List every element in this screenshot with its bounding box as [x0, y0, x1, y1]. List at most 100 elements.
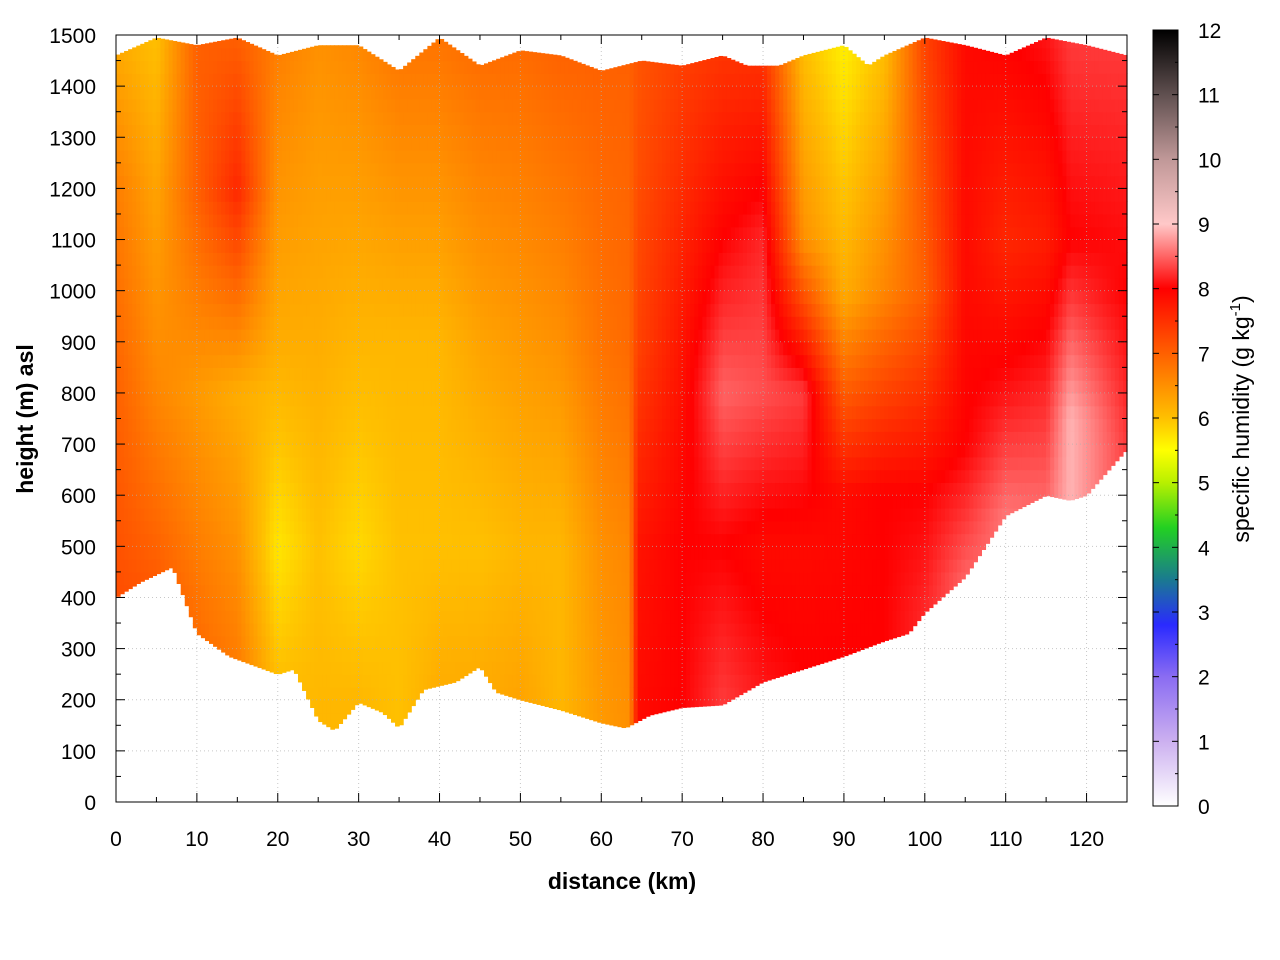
humidity-cell	[233, 175, 238, 189]
humidity-cell	[407, 635, 412, 650]
humidity-cell	[289, 392, 295, 407]
humidity-cell	[128, 49, 133, 62]
humidity-cell	[209, 213, 214, 228]
humidity-cell	[346, 520, 352, 535]
humidity-cell	[160, 367, 166, 381]
humidity-cell	[479, 431, 485, 445]
humidity-cell	[156, 482, 162, 496]
humidity-cell	[196, 571, 202, 586]
humidity-cell	[140, 43, 145, 49]
humidity-cell	[152, 111, 158, 126]
humidity-cell	[492, 533, 497, 547]
humidity-cell	[285, 137, 291, 151]
humidity-cell	[419, 533, 424, 547]
humidity-cell	[492, 226, 497, 241]
humidity-cell	[439, 469, 445, 484]
humidity-cell	[346, 380, 352, 394]
humidity-cell	[302, 635, 307, 650]
humidity-cell	[431, 316, 437, 330]
humidity-cell	[342, 392, 348, 407]
humidity-cell	[366, 213, 372, 228]
humidity-cell	[386, 597, 392, 611]
humidity-cell	[386, 137, 392, 151]
humidity-cell	[156, 265, 162, 279]
humidity-cell	[245, 456, 251, 471]
humidity-cell	[200, 380, 206, 394]
humidity-cell	[350, 239, 356, 253]
humidity-cell	[285, 533, 291, 547]
humidity-cell	[160, 175, 166, 189]
humidity-cell	[124, 354, 129, 368]
humidity-cell	[261, 610, 267, 624]
humidity-cell	[512, 584, 517, 599]
humidity-cell	[399, 648, 404, 662]
humidity-cell	[249, 303, 255, 317]
humidity-cell	[116, 559, 121, 573]
humidity-cell	[217, 188, 222, 202]
humidity-cell	[289, 213, 295, 228]
humidity-cell	[265, 213, 271, 228]
humidity-cell	[176, 41, 182, 49]
humidity-cell	[471, 86, 477, 100]
humidity-cell	[176, 60, 182, 74]
humidity-cell	[176, 380, 182, 394]
humidity-cell	[322, 623, 327, 637]
humidity-cell	[200, 559, 206, 573]
humidity-cell	[508, 329, 513, 343]
humidity-cell	[120, 303, 125, 317]
humidity-cell	[362, 341, 368, 356]
humidity-cell	[176, 559, 182, 573]
humidity-cell	[334, 73, 340, 87]
humidity-cell	[285, 482, 291, 496]
humidity-cell	[192, 495, 198, 509]
humidity-cell	[431, 42, 437, 49]
humidity-cell	[310, 47, 315, 62]
humidity-cell	[297, 507, 303, 522]
humidity-cell	[467, 265, 473, 279]
humidity-cell	[390, 175, 396, 189]
humidity-cell	[330, 226, 335, 241]
humidity-cell	[184, 175, 190, 189]
humidity-cell	[407, 520, 412, 535]
humidity-cell	[415, 597, 420, 611]
humidity-cell	[237, 290, 242, 305]
humidity-cell	[451, 86, 457, 100]
humidity-cell	[249, 661, 255, 666]
humidity-cell	[427, 124, 433, 138]
humidity-cell	[492, 124, 497, 138]
humidity-cell	[496, 329, 501, 343]
humidity-cell	[439, 392, 445, 407]
humidity-cell	[366, 60, 372, 74]
humidity-cell	[427, 623, 433, 637]
humidity-cell	[508, 316, 513, 330]
humidity-cell	[257, 265, 263, 279]
humidity-cell	[512, 380, 517, 394]
humidity-cell	[168, 124, 174, 138]
humidity-cell	[225, 495, 230, 509]
humidity-cell	[261, 367, 267, 381]
humidity-cell	[144, 431, 149, 445]
humidity-cell	[184, 495, 190, 509]
humidity-cell	[435, 329, 441, 343]
humidity-cell	[467, 507, 473, 522]
humidity-cell	[156, 533, 162, 547]
humidity-cell	[451, 47, 457, 62]
humidity-cell	[508, 444, 513, 458]
humidity-cell	[451, 546, 457, 560]
humidity-cell	[390, 571, 396, 586]
humidity-cell	[492, 341, 497, 356]
humidity-cell	[504, 623, 509, 637]
humidity-cell	[217, 597, 222, 611]
humidity-cell	[346, 623, 352, 637]
humidity-cell	[496, 226, 501, 241]
humidity-cell	[395, 623, 400, 637]
humidity-cell	[289, 546, 295, 560]
humidity-cell	[492, 380, 497, 394]
humidity-cell	[249, 380, 255, 394]
humidity-cell	[209, 47, 214, 62]
humidity-cell	[455, 98, 461, 113]
humidity-cell	[358, 380, 364, 394]
humidity-cell	[241, 111, 246, 126]
humidity-cell	[120, 277, 125, 292]
humidity-cell	[451, 341, 457, 356]
